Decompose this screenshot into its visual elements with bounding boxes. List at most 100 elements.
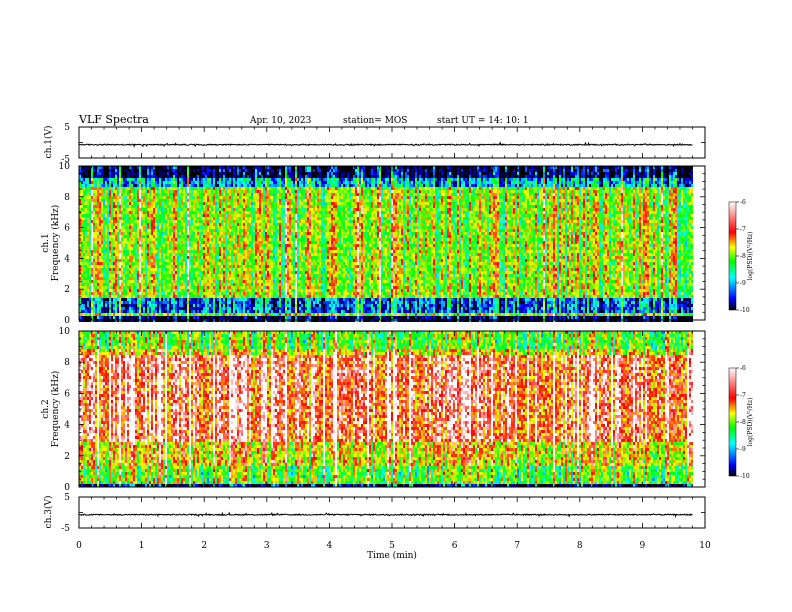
ch1-spectrogram-cell bbox=[83, 274, 85, 277]
ch1-spectrogram-cell bbox=[105, 277, 107, 280]
ch1-spectrogram-cell bbox=[87, 307, 89, 310]
ch1-spectrogram-cell bbox=[229, 271, 231, 274]
ch1-spectrogram-cell bbox=[233, 304, 235, 307]
ch1-spectrogram-cell bbox=[173, 196, 175, 199]
ch1-spectrogram-cell bbox=[205, 307, 207, 310]
ch1-spectrogram-cell bbox=[187, 247, 189, 250]
ch1-spectrogram-cell bbox=[99, 286, 101, 289]
ch1-spectrogram-cell bbox=[193, 268, 195, 271]
ch1-spectrogram-cell bbox=[231, 211, 233, 214]
ch1-spectrogram-cell bbox=[175, 241, 177, 244]
ch1-spectrogram-cell bbox=[103, 298, 105, 301]
ch1-spectrogram-cell bbox=[219, 223, 221, 226]
ch1-spectrogram-cell bbox=[215, 184, 217, 187]
ch1-spectrogram-cell bbox=[153, 310, 155, 313]
ch1-spectrogram-cell bbox=[243, 271, 245, 274]
ch1-spectrogram-cell bbox=[207, 187, 209, 190]
ch1-spectrogram-cell bbox=[163, 199, 165, 202]
ch1-spectrogram-cell bbox=[185, 301, 187, 304]
ch1-spectrogram-cell bbox=[241, 178, 243, 181]
ch1-spectrogram-cell bbox=[167, 208, 169, 211]
ch1-spectrogram-cell bbox=[265, 223, 267, 226]
ch1-spectrogram-cell bbox=[183, 184, 185, 187]
ch1-spectrogram-cell bbox=[173, 178, 175, 181]
ch1-spectrogram-cell bbox=[221, 280, 223, 283]
ch1-spectrogram-cell bbox=[171, 205, 173, 208]
ch1-spectrogram-cell bbox=[241, 256, 243, 259]
ch1-spectrogram-cell bbox=[99, 190, 101, 193]
ch1-spectrogram-cell bbox=[207, 274, 209, 277]
ch1-spectrogram-cell bbox=[185, 238, 187, 241]
ch1-spectrogram-cell bbox=[209, 175, 211, 178]
ch1-spectrogram-cell bbox=[177, 211, 179, 214]
ch1-spectrogram-cell bbox=[133, 274, 135, 277]
ch1-spectrogram-cell bbox=[193, 262, 195, 265]
ch1-spectrogram-cell bbox=[165, 202, 167, 205]
ch1-spectrogram-cell bbox=[213, 229, 215, 232]
ch1-spectrogram-cell bbox=[253, 298, 255, 301]
ch1-spectrogram-cell bbox=[197, 286, 199, 289]
ch1-spectrogram-cell bbox=[163, 202, 165, 205]
ch1-spectrogram-cell bbox=[217, 244, 219, 247]
ch1-spectrogram-cell bbox=[207, 223, 209, 226]
ch1-spectrogram-cell bbox=[213, 166, 215, 169]
ch1-spectrogram-cell bbox=[177, 169, 179, 172]
ch1-spectrogram-cell bbox=[117, 241, 119, 244]
ch1-spectrogram-cell bbox=[175, 271, 177, 274]
ch1-spectrogram-cell bbox=[231, 235, 233, 238]
ch1-spectrogram-cell bbox=[173, 181, 175, 184]
ch1-spectrogram-cell bbox=[177, 175, 179, 178]
ch1-spectrogram-cell bbox=[259, 247, 261, 250]
ch1-spectrogram-cell bbox=[191, 196, 193, 199]
ch1-spectrogram-cell bbox=[263, 280, 265, 283]
ch1-spectrogram-cell bbox=[239, 184, 241, 187]
ch1-spectrogram-cell bbox=[195, 199, 197, 202]
ch1-spectrogram-cell bbox=[79, 229, 81, 232]
ch1-spectrogram-cell bbox=[233, 181, 235, 184]
ch1-spectrogram-cell bbox=[139, 250, 141, 253]
ch1-spectrogram-cell bbox=[99, 253, 101, 256]
ch1-spectrogram-cell bbox=[181, 220, 183, 223]
ch1-spectrogram-cell bbox=[95, 244, 97, 247]
ch1-spectrogram-cell bbox=[151, 268, 153, 271]
ch1-spectrogram-cell bbox=[221, 220, 223, 223]
ch1-spectrogram-cell bbox=[185, 271, 187, 274]
ch1-spectrogram-cell bbox=[185, 211, 187, 214]
ch1-spectrogram-cell bbox=[235, 205, 237, 208]
ch1-spectrogram-cell bbox=[101, 226, 103, 229]
ch1-spectrogram-cell bbox=[197, 253, 199, 256]
ch1-spectrogram-cell bbox=[97, 199, 99, 202]
ch1-spectrogram-cell bbox=[237, 292, 239, 295]
ch1-spectrogram-cell bbox=[261, 196, 263, 199]
ch1-spectrogram-cell bbox=[103, 268, 105, 271]
ch1-spectrogram-cell bbox=[89, 190, 91, 193]
ch1-spectrogram-cell bbox=[217, 202, 219, 205]
ch1-spectrogram-cell bbox=[201, 208, 203, 211]
ch1-spectrogram-cell bbox=[193, 235, 195, 238]
ch1-spectrogram-cell bbox=[175, 184, 177, 187]
ch1-spectrogram-cell bbox=[89, 220, 91, 223]
ch1-spectrogram-cell bbox=[115, 274, 117, 277]
ch1-spectrogram-cell bbox=[135, 166, 137, 169]
ch1-spectrogram-cell bbox=[141, 226, 143, 229]
ch1-spectrogram-cell bbox=[195, 184, 197, 187]
ch1-spectrogram-cell bbox=[157, 184, 159, 187]
ch1-spectrogram-cell bbox=[171, 259, 173, 262]
ch1-spectrogram-cell bbox=[115, 208, 117, 211]
ch1-spectrogram-cell bbox=[209, 223, 211, 226]
ch1-spectrogram-cell bbox=[125, 232, 127, 235]
ch1-spectrogram-cell bbox=[131, 241, 133, 244]
ch1-spectrogram-cell bbox=[265, 238, 267, 241]
ch1-spectrogram-cell bbox=[189, 292, 191, 295]
ch1-spectrogram-cell bbox=[103, 286, 105, 289]
ch1-spectrogram-cell bbox=[237, 184, 239, 187]
ch1-spectrogram-cell bbox=[247, 193, 249, 196]
ch1-spectrogram-cell bbox=[159, 187, 161, 190]
ch1-spectrogram-cell bbox=[197, 187, 199, 190]
ch1-spectrogram-cell bbox=[107, 232, 109, 235]
ch1-spectrogram-cell bbox=[131, 313, 133, 316]
ch1-spectrogram-cell bbox=[241, 262, 243, 265]
ch1-spectrogram-cell bbox=[221, 241, 223, 244]
ch1-spectrogram-cell bbox=[113, 304, 115, 307]
ch1-spectrogram-cell bbox=[85, 286, 87, 289]
